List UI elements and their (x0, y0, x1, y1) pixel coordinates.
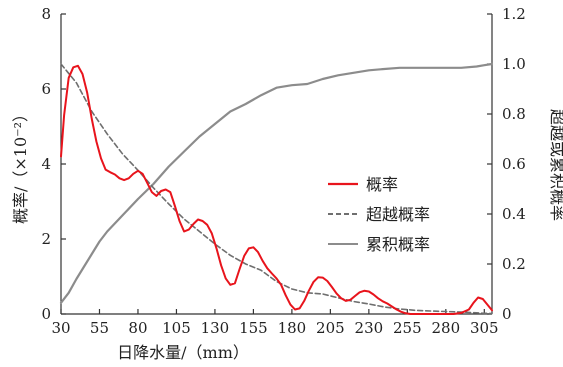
axis-labels: 日降水量/（mm） 概率/（×10⁻²） 超越或累积概率 (11, 106, 563, 362)
series-line-2 (60, 63, 493, 315)
right-y-tick-label: 1.0 (502, 55, 526, 73)
left-y-tick-label: 0 (41, 305, 51, 323)
series-layer (59, 62, 494, 315)
x-tick-label: 30 (51, 319, 70, 337)
right-y-tick-label: 0.8 (502, 105, 526, 123)
series-line-3 (59, 62, 494, 304)
x-tick-label: 155 (239, 319, 268, 337)
right-y-axis-label: 超越或累积概率 (548, 109, 563, 221)
left-y-tick-label: 6 (41, 80, 51, 98)
left-y-tick-label: 2 (41, 230, 51, 248)
x-tick-label: 205 (316, 319, 345, 337)
legend-label-1: 概率 (366, 175, 398, 194)
x-tick-label: 55 (90, 319, 109, 337)
left-y-tick-label: 8 (41, 5, 51, 23)
x-tick-label: 230 (355, 319, 384, 337)
x-tick-label: 305 (470, 319, 499, 337)
legend-label-3: 累积概率 (366, 235, 430, 254)
right-y-tick-label: 0.6 (502, 155, 526, 173)
left-y-axis-label: 概率/（×10⁻²） (11, 106, 30, 224)
right-y-tick-label: 1.2 (502, 5, 526, 23)
right-y-tick-label: 0 (502, 305, 512, 323)
left-y-tick-label: 4 (41, 155, 51, 173)
legend-label-2: 超越概率 (366, 205, 430, 224)
x-tick-label: 255 (393, 319, 422, 337)
x-tick-label: 80 (128, 319, 147, 337)
x-tick-label: 105 (162, 319, 191, 337)
right-y-tick-label: 0.2 (502, 255, 526, 273)
x-tick-label: 180 (278, 319, 307, 337)
x-tick-label: 280 (432, 319, 461, 337)
x-tick-label: 130 (201, 319, 230, 337)
x-axis-label: 日降水量/（mm） (117, 343, 249, 362)
series-line-1 (60, 64, 493, 315)
axes: 30 55 80 105 130 155 180 205 230 255 280 3050246800… (41, 5, 525, 337)
right-y-tick-label: 0.4 (502, 205, 526, 223)
